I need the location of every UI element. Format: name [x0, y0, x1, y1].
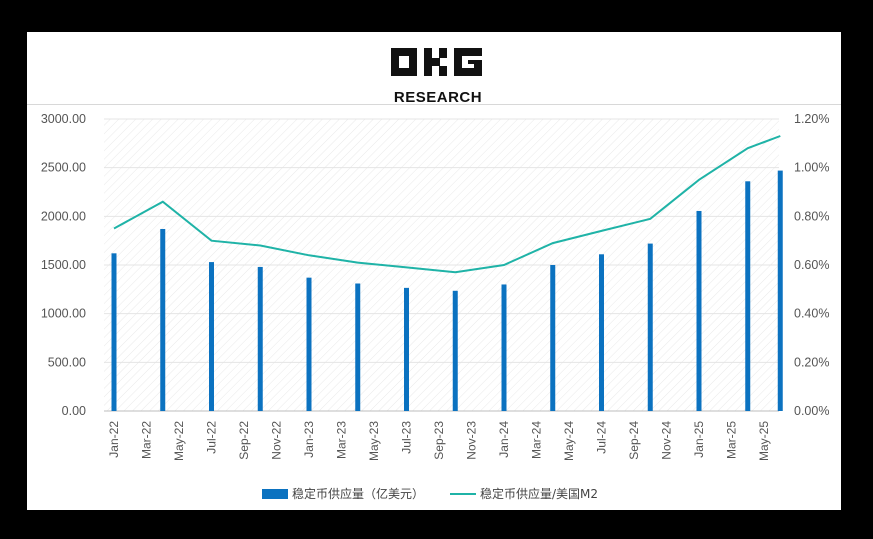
x-tick-label: Nov-24 — [660, 421, 674, 460]
x-tick-label: Jan-23 — [302, 421, 316, 458]
y-right-tick-label: 0.60% — [794, 258, 829, 272]
legend-bar-swatch — [262, 489, 288, 499]
bar-Apr-22 — [160, 228, 166, 411]
x-tick-label: Mar-22 — [140, 421, 154, 459]
x-tick-label: Nov-23 — [465, 421, 479, 460]
x-tick-label: Sep-24 — [627, 421, 641, 460]
bar-Oct-24 — [647, 243, 653, 411]
line-series — [113, 135, 781, 274]
bar-Jun-25 — [777, 170, 783, 411]
legend: 稳定币供应量（亿美元） 稳定币供应量/美国M2 — [262, 486, 598, 501]
bar-Jul-23 — [404, 287, 409, 411]
x-tick-label: Jan-22 — [107, 421, 121, 458]
x-tick-label: May-25 — [757, 421, 771, 461]
x-tick-label: Jul-22 — [205, 421, 219, 454]
x-tick-label: May-22 — [172, 421, 186, 461]
bar-series — [111, 170, 783, 411]
x-tick-label: May-24 — [562, 421, 576, 461]
x-tick-label: May-23 — [367, 421, 381, 461]
x-tick-label: Nov-22 — [270, 421, 284, 460]
bar-Apr-24 — [550, 265, 556, 411]
y-right-tick-label: 0.00% — [794, 404, 829, 418]
bar-Jan-25 — [696, 210, 702, 411]
x-tick-label: Sep-23 — [432, 421, 446, 460]
bar-Jul-22 — [209, 262, 214, 411]
x-tick-label: Jul-23 — [400, 421, 414, 454]
bar-Jan-24 — [501, 284, 507, 411]
y-left-tick-label: 1500.00 — [41, 258, 86, 272]
y-left-tick-label: 0.00 — [62, 404, 86, 418]
y-axis-left: 0.00 500.00 1000.00 1500.00 2000.00 2500.00 30… — [41, 112, 86, 418]
bar-Oct-23 — [452, 290, 458, 411]
x-tick-label: Mar-24 — [530, 421, 544, 459]
x-tick-label: Jan-24 — [497, 421, 511, 458]
legend-line-label: 稳定币供应量/美国M2 — [480, 486, 598, 501]
y-right-tick-label: 1.20% — [794, 112, 829, 126]
okg-logo-icon — [391, 48, 482, 76]
y-right-tick-label: 0.80% — [794, 209, 829, 223]
bar-Apr-23 — [355, 283, 361, 411]
header-divider — [27, 104, 841, 105]
gridlines — [104, 118, 779, 412]
y-left-tick-label: 1000.00 — [41, 307, 86, 321]
y-right-tick-label: 0.40% — [794, 307, 829, 321]
research-label: RESEARCH — [393, 89, 483, 106]
x-tick-label: Mar-23 — [335, 421, 349, 459]
y-left-tick-label: 2000.00 — [41, 209, 86, 223]
x-tick-label: Mar-25 — [725, 421, 739, 459]
y-axis-right: 0.00% 0.20% 0.40% 0.60% 0.80% 1.00% 1.20% — [794, 112, 829, 418]
bar-Jan-22 — [111, 253, 117, 411]
bar-Jul-24 — [599, 254, 604, 411]
bar-Apr-25 — [745, 181, 751, 411]
y-left-tick-label: 2500.00 — [41, 161, 86, 175]
y-left-tick-label: 3000.00 — [41, 112, 86, 126]
bar-Oct-22 — [257, 266, 263, 411]
y-left-tick-label: 500.00 — [48, 355, 86, 369]
x-tick-label: Jan-25 — [692, 421, 706, 458]
x-axis: Jan-22 Mar-22 May-22 Jul-22 Sep-22 Nov-22 Jan-… — [107, 421, 771, 461]
y-right-tick-label: 1.00% — [794, 161, 829, 175]
legend-bar-label: 稳定币供应量（亿美元） — [292, 486, 424, 501]
x-tick-label: Jul-24 — [595, 421, 609, 454]
okg-logo: RESEARCH — [387, 44, 489, 106]
bar-Jan-23 — [306, 277, 312, 411]
y-right-tick-label: 0.20% — [794, 355, 829, 369]
x-tick-label: Sep-22 — [237, 421, 251, 460]
